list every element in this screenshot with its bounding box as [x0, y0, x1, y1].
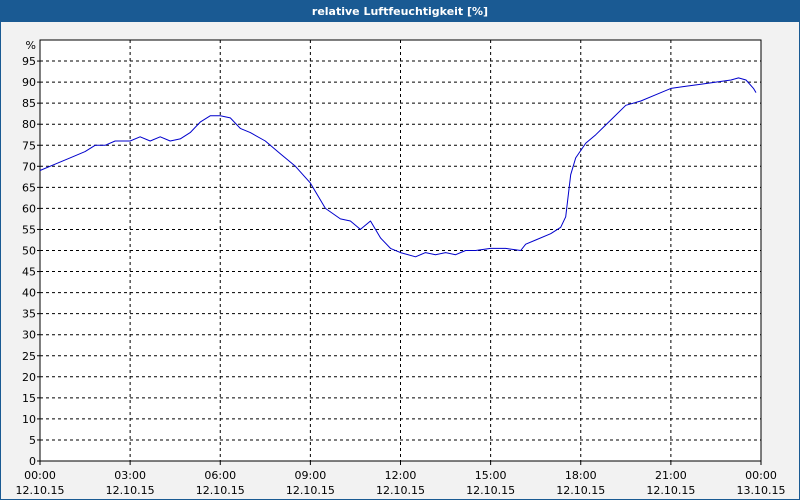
x-tick-label-date: 12.10.15 — [376, 484, 425, 497]
y-tick-label: 35 — [22, 308, 36, 321]
x-tick-label-date: 12.10.15 — [196, 484, 245, 497]
y-tick-label: 50 — [22, 245, 36, 258]
y-tick-label: 5 — [29, 434, 36, 447]
x-tick-label-time: 18:00 — [565, 469, 597, 482]
y-tick-label: 90 — [22, 76, 36, 89]
y-tick-label: 30 — [22, 329, 36, 342]
y-axis-unit-label: % — [26, 39, 36, 52]
y-axis-ticks: 0 5 10 15 20 25 30 35 40 45 50 55 60 65 70 75 80 85 90 95 — [22, 55, 40, 468]
x-tick-label-time: 00:00 — [24, 469, 56, 482]
x-tick-label-date: 12.10.15 — [286, 484, 335, 497]
x-tick-label-time: 03:00 — [114, 469, 146, 482]
y-tick-label: 55 — [22, 223, 36, 236]
y-tick-label: 0 — [29, 455, 36, 468]
grid-lines — [40, 40, 761, 461]
y-tick-label: 60 — [22, 202, 36, 215]
x-tick-label-date: 13.10.15 — [737, 484, 786, 497]
x-tick-label-date: 12.10.15 — [466, 484, 515, 497]
y-tick-label: 75 — [22, 139, 36, 152]
x-tick-label-date: 12.10.15 — [106, 484, 155, 497]
y-tick-label: 10 — [22, 413, 36, 426]
x-tick-label-time: 12:00 — [385, 469, 417, 482]
x-tick-label-time: 06:00 — [204, 469, 236, 482]
x-tick-label-date: 12.10.15 — [16, 484, 65, 497]
y-tick-label: 15 — [22, 392, 36, 405]
y-tick-label: 80 — [22, 118, 36, 131]
x-tick-label-time: 15:00 — [475, 469, 507, 482]
x-tick-label-date: 12.10.15 — [646, 484, 695, 497]
x-tick-label-date: 12.10.15 — [556, 484, 605, 497]
y-tick-label: 20 — [22, 371, 36, 384]
x-tick-label-time: 00:00 — [745, 469, 777, 482]
x-axis-ticks: 00:00 12.10.15 03:00 12.10.15 06:00 12.10.15 0… — [16, 461, 786, 497]
y-tick-label: 65 — [22, 181, 36, 194]
y-tick-label: 70 — [22, 160, 36, 173]
chart-title: relative Luftfeuchtigkeit [%] — [1, 1, 799, 22]
y-tick-label: 40 — [22, 287, 36, 300]
series-group — [39, 77, 757, 258]
humidity-series-line — [39, 77, 757, 258]
x-tick-label-time: 09:00 — [295, 469, 327, 482]
y-tick-label: 25 — [22, 350, 36, 363]
y-tick-label: 95 — [22, 55, 36, 68]
x-tick-label-time: 21:00 — [655, 469, 687, 482]
y-tick-label: 85 — [22, 97, 36, 110]
y-tick-label: 45 — [22, 266, 36, 279]
